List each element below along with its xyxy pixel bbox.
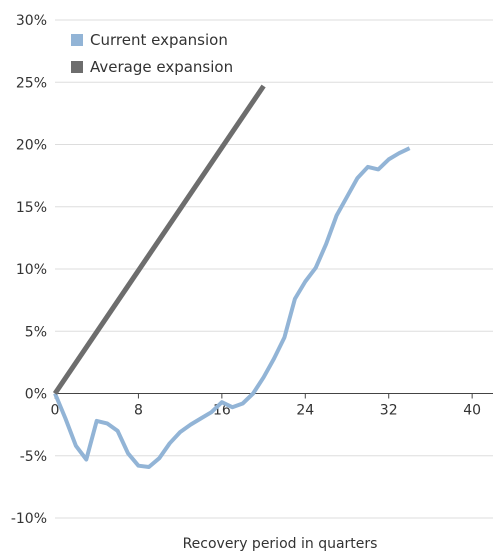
- y-tick-label: -10%: [11, 511, 47, 527]
- legend-label-current-expansion: Current expansion: [90, 31, 228, 49]
- legend-swatch-average-expansion: [71, 61, 83, 73]
- y-tick-label: -5%: [20, 449, 47, 465]
- legend: Current expansion Average expansion: [71, 31, 233, 76]
- y-tick-label: 0%: [25, 387, 47, 403]
- grid-lines: [55, 19, 493, 519]
- x-axis-title: Recovery period in quarters: [183, 536, 378, 552]
- y-tick-label: 30%: [16, 13, 47, 29]
- y-tick-label: 20%: [16, 138, 47, 154]
- y-tick-label: 10%: [16, 262, 47, 278]
- legend-label-average-expansion: Average expansion: [90, 58, 233, 76]
- legend-swatch-current-expansion: [71, 34, 83, 46]
- x-tick-label: 40: [463, 403, 481, 419]
- x-tick-label: 0: [51, 403, 60, 419]
- x-axis-tick-labels: 0 8 16 24 32 40: [51, 403, 482, 419]
- x-tick-label: 32: [380, 403, 398, 419]
- y-axis-tick-labels: -10% -5% 0% 5% 10% 15% 20% 25% 30%: [11, 13, 47, 527]
- series-line-average-expansion: [52, 84, 266, 395]
- x-tick-label: 8: [134, 403, 143, 419]
- x-axis: [54, 393, 493, 399]
- y-tick-label: 5%: [25, 324, 47, 340]
- y-tick-label: 15%: [16, 200, 47, 216]
- y-tick-label: 25%: [16, 75, 47, 91]
- x-tick-label: 24: [296, 403, 314, 419]
- series-line-current-expansion: [53, 146, 411, 469]
- series-lines: [52, 84, 411, 469]
